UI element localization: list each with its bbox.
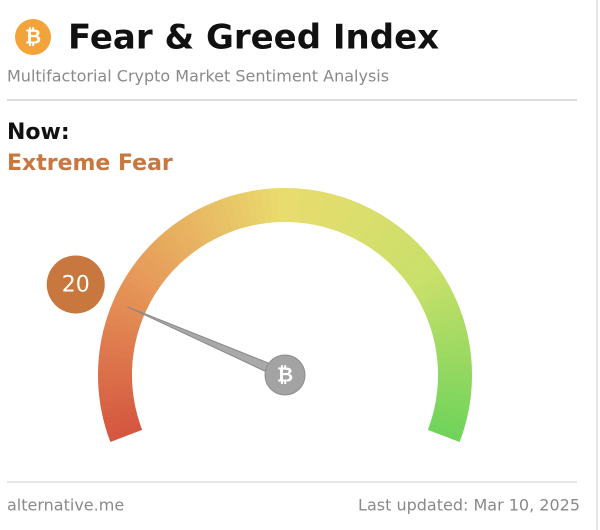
gauge-track xyxy=(330,196,349,232)
gauge-track xyxy=(431,410,467,428)
gauge-track xyxy=(396,247,428,276)
gauge-track xyxy=(400,253,433,281)
gauge-track xyxy=(360,212,385,246)
gauge-track xyxy=(113,293,148,315)
gauge-track xyxy=(436,391,471,404)
gauge-track xyxy=(416,279,450,303)
gauge-track xyxy=(311,190,326,226)
gauge-track xyxy=(105,315,141,333)
gauge-track xyxy=(133,259,166,286)
gauge-track xyxy=(206,201,228,236)
gauge-track xyxy=(433,404,469,420)
hub-symbol: ₿ xyxy=(277,363,293,387)
gauge-track xyxy=(128,265,162,292)
logo xyxy=(15,19,51,55)
gauge-track xyxy=(291,188,302,223)
gauge-track xyxy=(427,423,463,443)
gauge-track xyxy=(304,189,318,225)
gauge-track xyxy=(437,355,472,366)
gauge-track xyxy=(377,225,405,258)
gauge-track xyxy=(387,235,417,266)
gauge-track xyxy=(432,323,467,340)
gauge-track xyxy=(221,196,240,232)
logo-symbol: ₿ xyxy=(25,25,41,49)
gauge-track xyxy=(100,338,135,353)
gauge-track xyxy=(138,252,170,281)
gauge-track xyxy=(154,235,184,266)
gauge-track xyxy=(105,416,140,435)
gauge-track xyxy=(229,194,247,229)
gauge-track xyxy=(435,397,470,412)
gauge-track xyxy=(101,330,137,346)
gauge-track xyxy=(342,201,364,237)
gauge-track xyxy=(405,259,438,286)
gauge-track xyxy=(103,323,139,340)
gauge-track xyxy=(192,208,216,243)
gauge-track xyxy=(422,293,457,315)
gauge-track xyxy=(435,339,470,353)
gauge-track xyxy=(120,278,154,303)
subtitle: Multifactorial Crypto Market Sentiment A… xyxy=(7,67,389,86)
gauge-track xyxy=(419,286,454,309)
classification: Extreme Fear xyxy=(7,151,173,176)
gauge-track xyxy=(178,216,205,250)
gauge-track xyxy=(429,417,465,435)
gauge-track xyxy=(98,354,133,366)
gauge-track xyxy=(172,220,199,253)
gauge-track xyxy=(107,423,143,443)
gauge-track xyxy=(124,272,158,297)
gauge-track xyxy=(260,188,273,224)
gauge-track xyxy=(185,212,210,246)
value-badge xyxy=(46,255,105,314)
gauge-track xyxy=(323,194,341,230)
gauge-track xyxy=(366,216,392,250)
gauge-track xyxy=(143,246,174,276)
gauge-track xyxy=(382,230,411,262)
gauge-track xyxy=(99,391,134,404)
gauge-track xyxy=(412,272,446,298)
gauge-track xyxy=(99,346,134,359)
gauge-track xyxy=(298,188,310,224)
gauge-track xyxy=(371,220,398,254)
gauge-track xyxy=(245,190,260,226)
now-label: Now: xyxy=(7,120,70,145)
gauge-track xyxy=(110,300,145,321)
gauge-track xyxy=(116,285,151,309)
gauge-track xyxy=(214,198,234,234)
gauge-track xyxy=(107,307,143,327)
gauge-track xyxy=(348,205,371,240)
needle-hub xyxy=(264,354,306,396)
gauge-track xyxy=(430,315,465,334)
gauge-track xyxy=(103,410,139,427)
gauge-track xyxy=(148,241,179,271)
gauge-track xyxy=(427,308,463,327)
title: Fear & Greed Index xyxy=(68,18,439,58)
gauge-track xyxy=(252,189,266,225)
gauge-track xyxy=(433,331,469,347)
gauge-track xyxy=(160,230,189,262)
gauge-track xyxy=(199,204,222,239)
last-updated: Last updated: Mar 10, 2025 xyxy=(358,496,580,515)
gauge-track xyxy=(166,225,194,257)
gauge-track xyxy=(101,404,137,419)
value-label: 20 xyxy=(62,272,90,297)
gauge-track xyxy=(237,192,253,228)
gauge-track xyxy=(409,265,442,292)
source: alternative.me xyxy=(7,496,124,515)
gauge: ₿ 20 xyxy=(46,188,472,443)
gauge-track xyxy=(317,192,334,228)
gauge-track xyxy=(336,198,357,234)
needle xyxy=(126,306,288,381)
gauge-track xyxy=(98,384,133,396)
gauge-track xyxy=(436,347,471,360)
gauge-track xyxy=(354,208,378,243)
gauge-track xyxy=(100,397,135,412)
gauge-track xyxy=(437,384,472,396)
gauge-track xyxy=(391,241,422,271)
gauge-track xyxy=(425,300,460,321)
